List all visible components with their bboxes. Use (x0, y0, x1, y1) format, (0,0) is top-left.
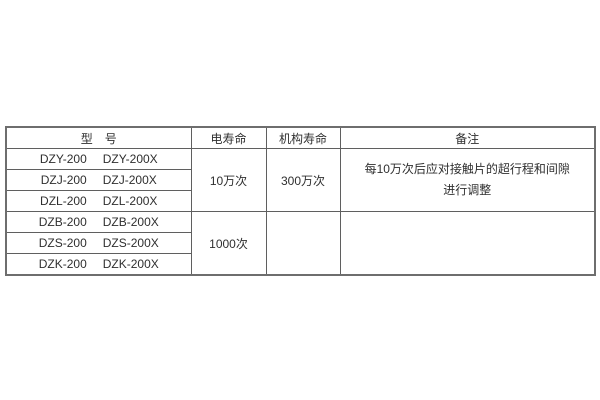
mechanical-life-value-group1: 300万次 (265, 148, 341, 212)
table-row: DZB-200 DZB-200X 1000次 (5, 211, 596, 276)
model-name: DZB-200X (102, 215, 159, 229)
electrical-life-value-group1: 10万次 (190, 148, 267, 212)
model-name: DZY-200 (39, 152, 87, 166)
table-row: DZS-200 DZS-200X (5, 232, 595, 254)
electrical-life-value-group2: 1000次 (190, 211, 267, 276)
model-name: DZY-200X (102, 152, 158, 166)
table-row: DZK-200 DZK-200X (5, 253, 595, 276)
header-model: 型 号 (5, 126, 192, 149)
header-row: 型 号 电寿命 机构寿命 备注 (5, 126, 596, 149)
header-remark: 备注 (339, 126, 596, 149)
model-cell-dzj: DZJ-200 DZJ-200X (5, 169, 192, 191)
model-cell-dzk: DZK-200 DZK-200X (5, 253, 192, 276)
model-cell-dzl: DZL-200 DZL-200X (5, 190, 192, 212)
model-name: DZB-200 (38, 215, 87, 229)
remark-cell-group1: 每10万次后应对接触片的超行程和间隙 进行调整 (339, 148, 596, 212)
model-name: DZS-200X (102, 236, 159, 250)
model-cell-dzs: DZS-200 DZS-200X (5, 232, 192, 254)
model-name: DZK-200X (102, 257, 159, 271)
remark-line: 每10万次后应对接触片的超行程和间隙 (364, 162, 570, 176)
header-electrical-life: 电寿命 (190, 126, 267, 149)
model-cell-dzy: DZY-200 DZY-200X (5, 148, 192, 170)
model-name: DZJ-200 (40, 173, 87, 187)
remark-line: 进行调整 (443, 183, 492, 197)
remark-cell-group2 (339, 211, 596, 276)
model-name: DZJ-200X (102, 173, 157, 187)
table-row: DZY-200 DZY-200X 10万次 300万次 每10万次后应对接触片的超… (5, 148, 596, 212)
model-name: DZL-200 (40, 194, 87, 208)
model-cell-dzb: DZB-200 DZB-200X (5, 211, 192, 233)
mechanical-life-value-group2 (265, 211, 341, 276)
header-mechanical-life: 机构寿命 (265, 126, 341, 149)
table-row: DZL-200 DZL-200X (5, 190, 595, 212)
model-name: DZS-200 (38, 236, 87, 250)
model-name: DZL-200X (102, 194, 158, 208)
table-row: DZJ-200 DZJ-200X (5, 169, 595, 191)
model-name: DZK-200 (38, 257, 87, 271)
relay-life-spec-table: 型 号 电寿命 机构寿命 备注 DZY-200 DZY-200X 10万次 300… (5, 126, 596, 276)
